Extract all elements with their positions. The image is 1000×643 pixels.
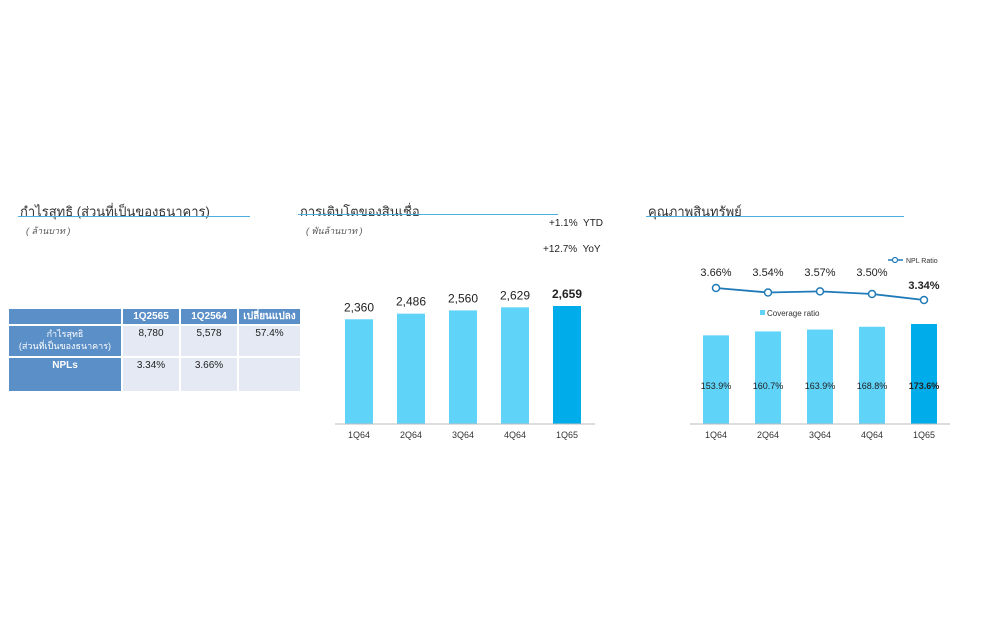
npl-value-label: 3.66% [700, 267, 731, 279]
loan-x-tick-label: 1Q64 [348, 430, 370, 440]
table-row: NPLs 3.34% 3.66% [9, 358, 300, 391]
npl-point [815, 287, 825, 296]
quality-x-tick-label: 3Q64 [809, 430, 831, 440]
npl-point [711, 283, 721, 293]
legend-coverage-swatch [760, 310, 765, 315]
coverage-value-label: 168.8% [857, 381, 888, 391]
profit-section-title: กำไรสุทธิ (ส่วนที่เป็นของธนาคาร) [20, 204, 210, 219]
table-row: กำไรสุทธิ (ส่วนที่เป็นของธนาคาร) 8,780 5… [9, 326, 300, 356]
loan-bar [501, 307, 529, 424]
yoy-value: +12.7% [543, 244, 578, 255]
yoy-label: YoY [582, 244, 601, 255]
loan-bar [345, 319, 373, 424]
coverage-bar [703, 335, 729, 424]
kpi-cell [239, 358, 300, 391]
kpi-table: 1Q2565 1Q2564 เปลี่ยนแปลง กำไรสุทธิ (ส่ว… [7, 307, 302, 393]
kpi-cell: 8,780 [123, 326, 179, 356]
kpi-cell: 3.66% [181, 358, 237, 391]
npl-value-label: 3.57% [804, 267, 835, 279]
coverage-bar [911, 324, 937, 424]
npl-value-label: 3.54% [752, 267, 783, 279]
profit-unit-label: ( ล้านบาท ) [26, 226, 71, 236]
loan-bar-value-label: 2,486 [396, 295, 426, 309]
coverage-value-label: 160.7% [753, 381, 784, 391]
legend-coverage-label: Coverage ratio [767, 309, 820, 318]
loan-bar [449, 310, 477, 424]
profit-title-rule [18, 216, 250, 217]
coverage-bar [859, 326, 885, 424]
asset-quality-chart: NPL Ratio Coverage ratio 153.9% 1Q64 160.7% 2… [690, 256, 950, 440]
ytd-label: YTD [583, 218, 604, 229]
kpi-header-col: เปลี่ยนแปลง [239, 309, 300, 324]
loan-bar-value-label: 2,560 [448, 291, 478, 305]
coverage-value-label: 153.9% [701, 381, 732, 391]
legend-npl-label: NPL Ratio [906, 258, 938, 265]
npl-value-label: 3.50% [856, 267, 887, 279]
ytd-growth: +1.1% YTD [549, 218, 603, 229]
quality-x-tick-label: 1Q64 [705, 430, 727, 440]
kpi-header-blank [9, 309, 121, 324]
coverage-value-label: 173.6% [909, 381, 940, 391]
kpi-row-label: กำไรสุทธิ (ส่วนที่เป็นของธนาคาร) [9, 326, 121, 356]
coverage-bar [807, 329, 833, 424]
loan-x-tick-label: 2Q64 [400, 430, 422, 440]
loan-bar-value-label: 2,659 [552, 287, 582, 301]
npl-value-label: 3.34% [908, 280, 939, 292]
quality-title-rule [646, 216, 904, 217]
loan-x-tick-label: 4Q64 [504, 430, 526, 440]
loan-bar [553, 306, 581, 424]
kpi-cell: 5,578 [181, 326, 237, 356]
loan-bar [397, 313, 425, 424]
legend-npl-marker [891, 256, 899, 264]
kpi-row-label: NPLs [9, 358, 121, 391]
yoy-growth: +12.7% YoY [543, 244, 601, 255]
loans-section-title: การเติบโตของสินเชื่อ [300, 204, 420, 219]
loan-growth-chart: 2,360 1Q64 2,486 2Q64 2,560 3Q64 2,629 4Q64 2,65… [335, 287, 595, 440]
kpi-row-label-line: กำไรสุทธิ [46, 329, 84, 339]
loan-bar-value-label: 2,360 [344, 300, 374, 314]
loan-x-tick-label: 1Q65 [556, 430, 578, 440]
coverage-bar [755, 331, 781, 424]
loan-x-tick-label: 3Q64 [452, 430, 474, 440]
quality-section-title: คุณภาพสินทรัพย์ [648, 204, 742, 219]
npl-point [867, 289, 877, 299]
npl-point [763, 288, 773, 297]
loans-title-rule [298, 214, 558, 215]
quality-x-tick-label: 2Q64 [757, 430, 779, 440]
kpi-cell: 3.34% [123, 358, 179, 391]
quality-x-tick-label: 4Q64 [861, 430, 883, 440]
quality-x-tick-label: 1Q65 [913, 430, 935, 440]
kpi-row-label-line: (ส่วนที่เป็นของธนาคาร) [18, 341, 112, 351]
ytd-value: +1.1% [549, 218, 578, 229]
kpi-cell: 57.4% [239, 326, 300, 356]
coverage-value-label: 163.9% [805, 381, 836, 391]
loan-bar-value-label: 2,629 [500, 288, 530, 302]
npl-point [919, 295, 929, 305]
kpi-header-col: 1Q2565 [123, 309, 179, 324]
kpi-table-header-row: 1Q2565 1Q2564 เปลี่ยนแปลง [9, 309, 300, 324]
loans-unit-label: ( พันล้านบาท ) [306, 226, 363, 236]
kpi-header-col: 1Q2564 [181, 309, 237, 324]
